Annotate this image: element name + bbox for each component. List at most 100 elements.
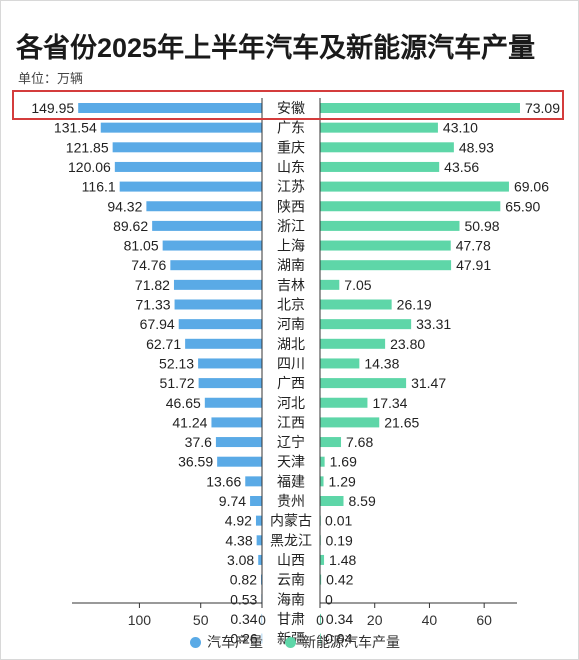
bar-vehicles-15 [204,397,262,408]
value-label-vehicles-24: 0.82 [230,572,257,588]
value-label-nev-1: 43.10 [443,120,478,136]
legend-dot-nev [285,636,296,648]
value-label-nev-15: 17.34 [372,395,407,411]
value-label-nev-4: 69.06 [514,179,549,195]
bar-vehicles-6 [152,220,262,231]
value-label-vehicles-17: 37.6 [185,434,212,450]
left-tick-label-1: 50 [193,612,209,628]
left-tick-label-2: 0 [258,612,266,628]
bar-vehicles-0 [78,103,262,113]
bar-nev-9 [320,279,340,290]
value-label-vehicles-0: 149.95 [31,100,74,116]
province-label-21: 内蒙古 [270,513,312,529]
value-label-vehicles-23: 3.08 [227,552,254,568]
value-label-nev-3: 43.56 [444,159,479,175]
value-label-vehicles-19: 13.66 [206,473,241,489]
value-label-nev-9: 7.05 [344,277,371,293]
province-label-22: 黑龙江 [270,532,312,548]
bar-nev-20 [320,496,344,506]
value-label-vehicles-25: 0.53 [230,591,257,607]
value-label-nev-7: 47.78 [456,238,491,254]
unit-label: 单位：万辆 [18,71,84,86]
bar-vehicles-4 [119,181,262,192]
value-label-vehicles-16: 41.24 [172,414,207,430]
value-label-nev-0: 73.09 [525,100,560,116]
value-label-nev-12: 23.80 [390,336,425,352]
value-label-vehicles-27: 0.26 [230,631,257,647]
legend: 汽车产量 新能源汽车产量 [190,632,400,652]
value-label-nev-19: 1.29 [329,473,356,489]
bar-vehicles-19 [245,476,262,487]
province-label-3: 山东 [277,159,305,175]
bar-vehicles-23 [258,554,262,565]
bar-vehicles-27 [261,633,263,644]
value-label-vehicles-10: 71.33 [136,297,171,313]
province-label-18: 天津 [277,454,305,470]
bar-vehicles-8 [170,260,262,271]
bar-nev-13 [320,358,360,369]
bar-vehicles-2 [112,142,262,153]
province-label-19: 福建 [277,473,305,489]
value-label-vehicles-12: 62.71 [146,336,181,352]
bar-vehicles-14 [198,378,262,389]
bar-nev-18 [320,456,325,467]
bar-vehicles-12 [185,338,262,349]
value-label-nev-22: 0.19 [326,532,353,548]
province-label-7: 上海 [277,238,305,254]
province-label-24: 云南 [277,572,305,588]
value-label-nev-13: 14.38 [364,355,399,371]
province-label-20: 贵州 [277,493,305,509]
value-label-vehicles-4: 116.1 [82,179,116,195]
value-label-nev-17: 7.68 [346,434,373,450]
bar-nev-15 [320,397,368,408]
right-tick-label-3: 60 [476,612,492,628]
bar-nev-4 [320,181,509,192]
value-label-vehicles-8: 74.76 [131,257,166,273]
value-label-vehicles-22: 4.38 [225,532,252,548]
value-label-vehicles-2: 121.85 [66,139,109,155]
value-label-vehicles-1: 131.54 [54,120,97,136]
province-label-2: 重庆 [277,139,305,155]
value-label-vehicles-9: 71.82 [135,277,170,293]
province-label-1: 广东 [277,120,305,136]
province-label-8: 湖南 [277,257,305,273]
bar-nev-2 [320,142,454,153]
bar-nev-16 [320,417,380,428]
value-label-nev-16: 21.65 [384,414,419,430]
bar-vehicles-16 [211,417,262,428]
value-label-vehicles-26: 0.34 [230,611,257,627]
value-label-nev-6: 50.98 [464,218,499,234]
legend-item-nev: 新能源汽车产量 [285,632,400,652]
value-label-nev-20: 8.59 [349,493,376,509]
bar-vehicles-11 [178,319,262,330]
bar-nev-24 [320,574,322,585]
value-label-nev-2: 48.93 [459,139,494,155]
value-label-nev-11: 33.31 [416,316,451,332]
province-label-5: 陕西 [277,198,305,214]
province-label-9: 吉林 [277,277,305,293]
legend-label-nev: 新能源汽车产量 [302,634,400,650]
province-label-12: 湖北 [277,336,305,352]
bar-vehicles-26 [261,613,263,624]
bar-vehicles-24 [260,574,262,585]
value-label-vehicles-13: 52.13 [159,355,194,371]
province-label-0: 安徽 [277,100,305,116]
bar-vehicles-18 [217,456,262,467]
value-label-vehicles-18: 36.59 [178,454,213,470]
highlight-box [12,90,564,120]
value-label-nev-14: 31.47 [411,375,446,391]
bar-vehicles-7 [162,240,262,251]
bar-vehicles-10 [174,299,262,310]
bar-vehicles-21 [255,515,262,526]
bar-nev-12 [320,338,386,349]
bar-nev-7 [320,240,451,251]
bar-nev-17 [320,437,342,448]
province-label-10: 北京 [277,297,305,313]
value-label-nev-8: 47.91 [456,257,491,273]
value-label-vehicles-20: 9.74 [219,493,246,509]
province-label-11: 河南 [277,316,305,332]
value-label-nev-27: 0.04 [325,631,352,647]
province-label-25: 海南 [277,591,305,607]
province-label-4: 江苏 [277,179,305,195]
